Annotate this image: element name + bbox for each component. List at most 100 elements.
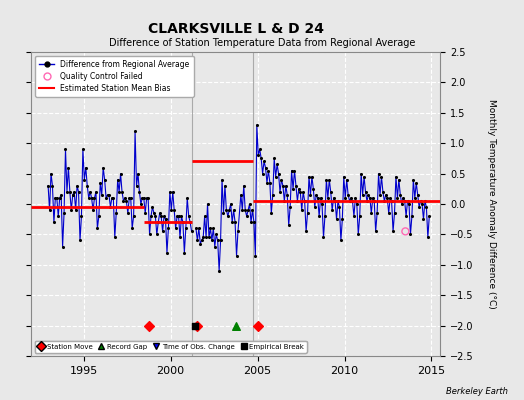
Point — [151, 213, 159, 219]
Point — [328, 207, 336, 213]
Point — [222, 207, 231, 213]
Point — [399, 195, 407, 201]
Point — [228, 219, 236, 226]
Point — [403, 198, 412, 204]
Point — [283, 192, 291, 198]
Point — [50, 219, 58, 226]
Point — [374, 170, 383, 177]
Point — [232, 252, 241, 259]
Point — [387, 198, 396, 204]
Point — [386, 195, 395, 201]
Point — [131, 128, 139, 134]
Point — [364, 192, 373, 198]
Point — [350, 213, 358, 219]
Point — [226, 201, 235, 207]
Point — [312, 192, 321, 198]
Point — [279, 182, 287, 189]
Point — [413, 192, 422, 198]
Point — [389, 228, 397, 234]
Point — [280, 198, 289, 204]
Point — [206, 225, 215, 232]
Point — [89, 207, 97, 213]
Point — [126, 195, 135, 201]
Point — [321, 213, 329, 219]
Point — [213, 237, 222, 244]
Point — [300, 198, 309, 204]
Point — [70, 189, 79, 195]
Point — [330, 195, 338, 201]
Point — [402, 213, 410, 219]
Legend: Station Move, Record Gap, Time of Obs. Change, Empirical Break: Station Move, Record Gap, Time of Obs. C… — [35, 341, 307, 352]
Point — [154, 219, 162, 226]
Point — [129, 213, 138, 219]
Point — [267, 210, 276, 216]
Point — [383, 195, 391, 201]
Point — [133, 182, 141, 189]
Point — [160, 213, 168, 219]
Point — [358, 192, 367, 198]
Point — [170, 207, 178, 213]
Point — [221, 182, 229, 189]
Point — [370, 198, 378, 204]
Point — [121, 195, 129, 201]
Point — [169, 189, 177, 195]
Point — [247, 219, 255, 226]
Point — [141, 210, 149, 216]
Point — [124, 210, 132, 216]
Point — [309, 186, 318, 192]
Point — [331, 198, 339, 204]
Point — [152, 231, 161, 238]
Point — [298, 207, 306, 213]
Point — [254, 152, 263, 158]
Point — [192, 225, 200, 232]
Point — [381, 192, 390, 198]
Point — [194, 225, 203, 232]
Point — [145, 231, 154, 238]
Point — [409, 176, 418, 183]
Point — [167, 207, 176, 213]
Point — [48, 182, 57, 189]
Point — [144, 195, 152, 201]
Point — [163, 250, 171, 256]
Point — [135, 189, 144, 195]
Point — [251, 252, 259, 259]
Point — [257, 155, 265, 162]
Point — [54, 213, 62, 219]
Point — [245, 201, 254, 207]
Point — [334, 198, 342, 204]
Point — [201, 213, 209, 219]
Point — [83, 182, 91, 189]
Point — [238, 207, 246, 213]
Point — [415, 204, 423, 210]
Point — [58, 243, 67, 250]
Point — [294, 186, 303, 192]
Point — [216, 237, 225, 244]
Point — [408, 213, 416, 219]
Point — [303, 210, 312, 216]
Point — [277, 176, 286, 183]
Point — [191, 322, 200, 329]
Point — [148, 204, 157, 210]
Point — [406, 231, 414, 238]
Point — [105, 192, 113, 198]
Point — [253, 322, 261, 329]
Point — [419, 216, 428, 222]
Point — [46, 207, 54, 213]
Point — [405, 201, 413, 207]
Point — [319, 234, 328, 241]
Point — [145, 322, 153, 329]
Point — [202, 234, 210, 241]
Point — [74, 189, 83, 195]
Point — [271, 174, 280, 180]
Point — [380, 198, 389, 204]
Point — [305, 174, 313, 180]
Point — [96, 180, 104, 186]
Point — [122, 198, 130, 204]
Point — [137, 201, 145, 207]
Point — [60, 210, 68, 216]
Point — [302, 228, 310, 234]
Point — [281, 182, 290, 189]
Point — [90, 195, 99, 201]
Point — [362, 189, 370, 195]
Point — [158, 228, 167, 234]
